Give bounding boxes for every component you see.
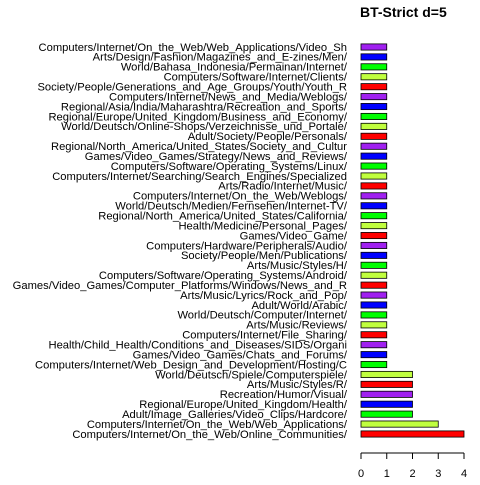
x-tick-label: 4 (461, 468, 467, 480)
bar (360, 351, 388, 359)
bar (360, 172, 388, 180)
bar (360, 281, 388, 289)
bar (360, 83, 388, 91)
category-label: Adult/Image_Galleries/Video_Clips/Hardco… (122, 409, 348, 421)
category-label: Regional/Europe/United_Kingdom/Business_… (48, 111, 347, 123)
category-label: Arts/Radio/Internet/Music/ (218, 181, 348, 193)
bar (360, 410, 413, 418)
category-label: Arts/Music/Styles/H/ (247, 260, 348, 272)
category-label: Society/People/Men/Publications/ (181, 250, 348, 262)
bar (360, 311, 388, 319)
bar (360, 152, 388, 160)
bar (360, 182, 388, 190)
category-label: Computers/Internet/File_Sharing/ (182, 330, 348, 342)
bar (360, 103, 388, 111)
category-label: Recreation/Humor/Visual/ (220, 389, 348, 401)
bar (360, 331, 388, 339)
bar (360, 370, 413, 378)
category-label: Society/People/Generations_and_Age_Group… (37, 81, 347, 93)
category-label: Regional/North_America/United_States/Soc… (51, 141, 347, 153)
x-tick-label: 2 (409, 468, 415, 480)
bar (360, 43, 388, 51)
category-label: World/Deutsch/Online-Shops/Verzeichnisse… (61, 121, 348, 133)
bar (360, 73, 388, 81)
bar (360, 232, 388, 240)
bar (360, 341, 388, 349)
bar (360, 53, 388, 61)
category-label: Games/Video_Games/Computer_Platforms/Win… (13, 280, 347, 292)
category-label: Health/Medicine/Personal_Pages/ (178, 220, 347, 232)
category-label: Computers/Internet/Web_Design_and_Develo… (35, 359, 347, 371)
category-label: Arts/Music/Reviews/ (246, 320, 348, 332)
x-tick-label: 3 (435, 468, 441, 480)
category-label: Adult/World/Arabic/ (251, 300, 347, 312)
category-label: Arts/Design/Fashion/Magazines_and_E-zine… (93, 52, 348, 64)
category-label: World/Deutsch/Computer/Internet/ (177, 310, 347, 322)
bar (360, 321, 388, 329)
bar (360, 142, 388, 150)
x-tick-label: 1 (384, 468, 390, 480)
category-label: Computers/Internet/On_the_Web/Weblogs/ (133, 191, 348, 203)
category-label: Health/Child_Health/Conditions_and_Disea… (48, 339, 347, 351)
bars-layer (360, 43, 465, 438)
bar (360, 251, 388, 259)
category-label: World/Bahasa_Indonesia/Permainan/Interne… (121, 62, 348, 74)
category-label: Games/Video_Games/Strategy/News_and_Revi… (85, 151, 348, 163)
category-label: Computers/Internet/On_the_Web/Web_Applic… (87, 419, 348, 431)
category-label: Adult/Society/People/Personals/ (188, 131, 348, 143)
bar (360, 132, 388, 140)
bar (360, 361, 388, 369)
bar (360, 241, 388, 249)
bar (360, 202, 388, 210)
category-label: Computers/Internet/Searching/Search_Engi… (52, 171, 347, 183)
x-axis: 0 1 2 3 4 (358, 452, 467, 480)
category-label: World/Deutsch/Spiele/Computerspiele/ (155, 369, 348, 381)
category-label: Computers/Software/Internet/Clients/ (164, 72, 348, 84)
bar (360, 420, 439, 428)
bar (360, 301, 388, 309)
bar (360, 63, 388, 71)
category-label: Regional/North_America/United_States/Cal… (98, 210, 348, 222)
category-label: Games/Video_Game/ (240, 230, 348, 242)
category-label: Computers/Hardware/Peripherals/Audio/ (146, 240, 348, 252)
category-label: Computers/Software/Operating_Systems/And… (99, 270, 348, 282)
bar (360, 400, 413, 408)
bar (360, 162, 388, 170)
bar (360, 112, 388, 120)
bar (360, 430, 465, 438)
category-label: Arts/Music/Styles/R/ (247, 379, 348, 391)
category-labels: Computers/Internet/On_the_Web/Web_Applic… (13, 42, 348, 441)
chart-title: BT-Strict d=5 (360, 4, 447, 20)
category-label: World/Deutsch/Medien/Fernsehen/Internet-… (115, 201, 348, 213)
category-label: Computers/Internet/News_and_Media/Weblog… (109, 91, 348, 103)
bar (360, 122, 388, 130)
x-tick-label: 0 (358, 468, 364, 480)
bar (360, 222, 388, 230)
bar (360, 291, 388, 299)
category-label: Arts/Music/Lyrics/Rock_and_Pop/ (180, 290, 348, 302)
bar (360, 261, 388, 269)
bar (360, 93, 388, 101)
category-label: Regional/Europe/United_Kingdom/Health/ (139, 399, 348, 411)
bar (360, 212, 388, 220)
category-label: Computers/Internet/On_the_Web/Online_Com… (72, 429, 348, 441)
category-label: Games/Video_Games/Chats_and_Forums/ (133, 349, 348, 361)
category-label: Computers/Internet/On_the_Web/Web_Applic… (39, 42, 347, 54)
category-label: Computers/Software/Operating_Systems/Lin… (111, 161, 348, 173)
category-label: Regional/Asia/India/Maharashtra/Recreati… (61, 101, 348, 113)
bar (360, 271, 388, 279)
bar (360, 390, 413, 398)
bar (360, 380, 413, 388)
bar (360, 192, 388, 200)
